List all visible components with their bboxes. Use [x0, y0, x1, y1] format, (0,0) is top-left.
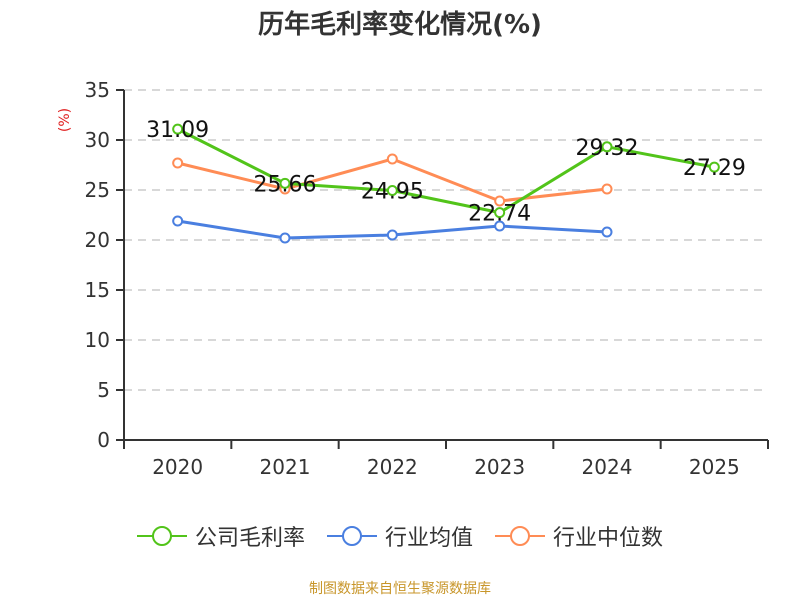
- data-point[interactable]: [279, 232, 291, 244]
- y-tick-label: 0: [97, 428, 110, 452]
- data-point[interactable]: [386, 185, 398, 196]
- data-point[interactable]: [172, 157, 184, 169]
- legend-marker-icon: [136, 526, 187, 546]
- legend-item-industry-median[interactable]: 行业中位数: [495, 520, 663, 552]
- data-label: 31.09: [146, 118, 209, 143]
- data-label: 24.95: [361, 180, 424, 205]
- data-point[interactable]: [386, 153, 398, 165]
- data-point[interactable]: [708, 161, 720, 173]
- data-point[interactable]: [386, 229, 398, 241]
- chart-title: 历年毛利率变化情况(%): [258, 10, 542, 40]
- legend-label: 公司毛利率: [194, 526, 305, 551]
- legend: 公司毛利率 行业均值 行业中位数: [0, 520, 800, 552]
- legend-marker-icon: [326, 526, 377, 546]
- x-tick-label: 2020: [152, 455, 203, 479]
- series-line: [176, 127, 715, 215]
- y-tick-label: 25: [85, 178, 110, 202]
- data-point[interactable]: [601, 226, 613, 238]
- legend-marker-icon: [495, 526, 545, 546]
- x-tick-label: 2025: [689, 455, 740, 479]
- data-point[interactable]: [172, 215, 184, 227]
- data-point[interactable]: [494, 220, 506, 232]
- data-point[interactable]: [494, 195, 506, 207]
- x-tick-label: 2021: [260, 455, 311, 479]
- x-tick-label: 2022: [367, 455, 418, 479]
- y-tick-label: 35: [85, 78, 110, 102]
- legend-label: 行业中位数: [553, 526, 664, 551]
- data-point[interactable]: [279, 177, 291, 189]
- data-point[interactable]: [601, 183, 613, 195]
- x-tick-label: 2023: [474, 455, 525, 479]
- y-tick-label: 30: [85, 128, 110, 152]
- data-label: 27.29: [683, 156, 746, 181]
- legend-item-industry-mean[interactable]: 行业均值: [326, 520, 473, 552]
- data-point[interactable]: [601, 141, 613, 153]
- y-tick-label: 15: [85, 278, 110, 302]
- data-point[interactable]: [494, 207, 506, 219]
- y-tick-label: 10: [85, 328, 110, 352]
- data-label: 29.32: [576, 136, 639, 161]
- data-label: 25.66: [254, 172, 317, 197]
- data-source-footer: 制图数据来自恒生聚源数据库: [309, 581, 491, 597]
- y-tick-label: 20: [85, 228, 110, 252]
- legend-item-company[interactable]: 公司毛利率: [136, 520, 305, 552]
- legend-label: 行业均值: [384, 526, 473, 551]
- x-tick-label: 2024: [582, 455, 633, 479]
- y-tick-label: 5: [97, 378, 110, 402]
- data-point[interactable]: [172, 123, 184, 135]
- data-label: 22.74: [468, 202, 531, 227]
